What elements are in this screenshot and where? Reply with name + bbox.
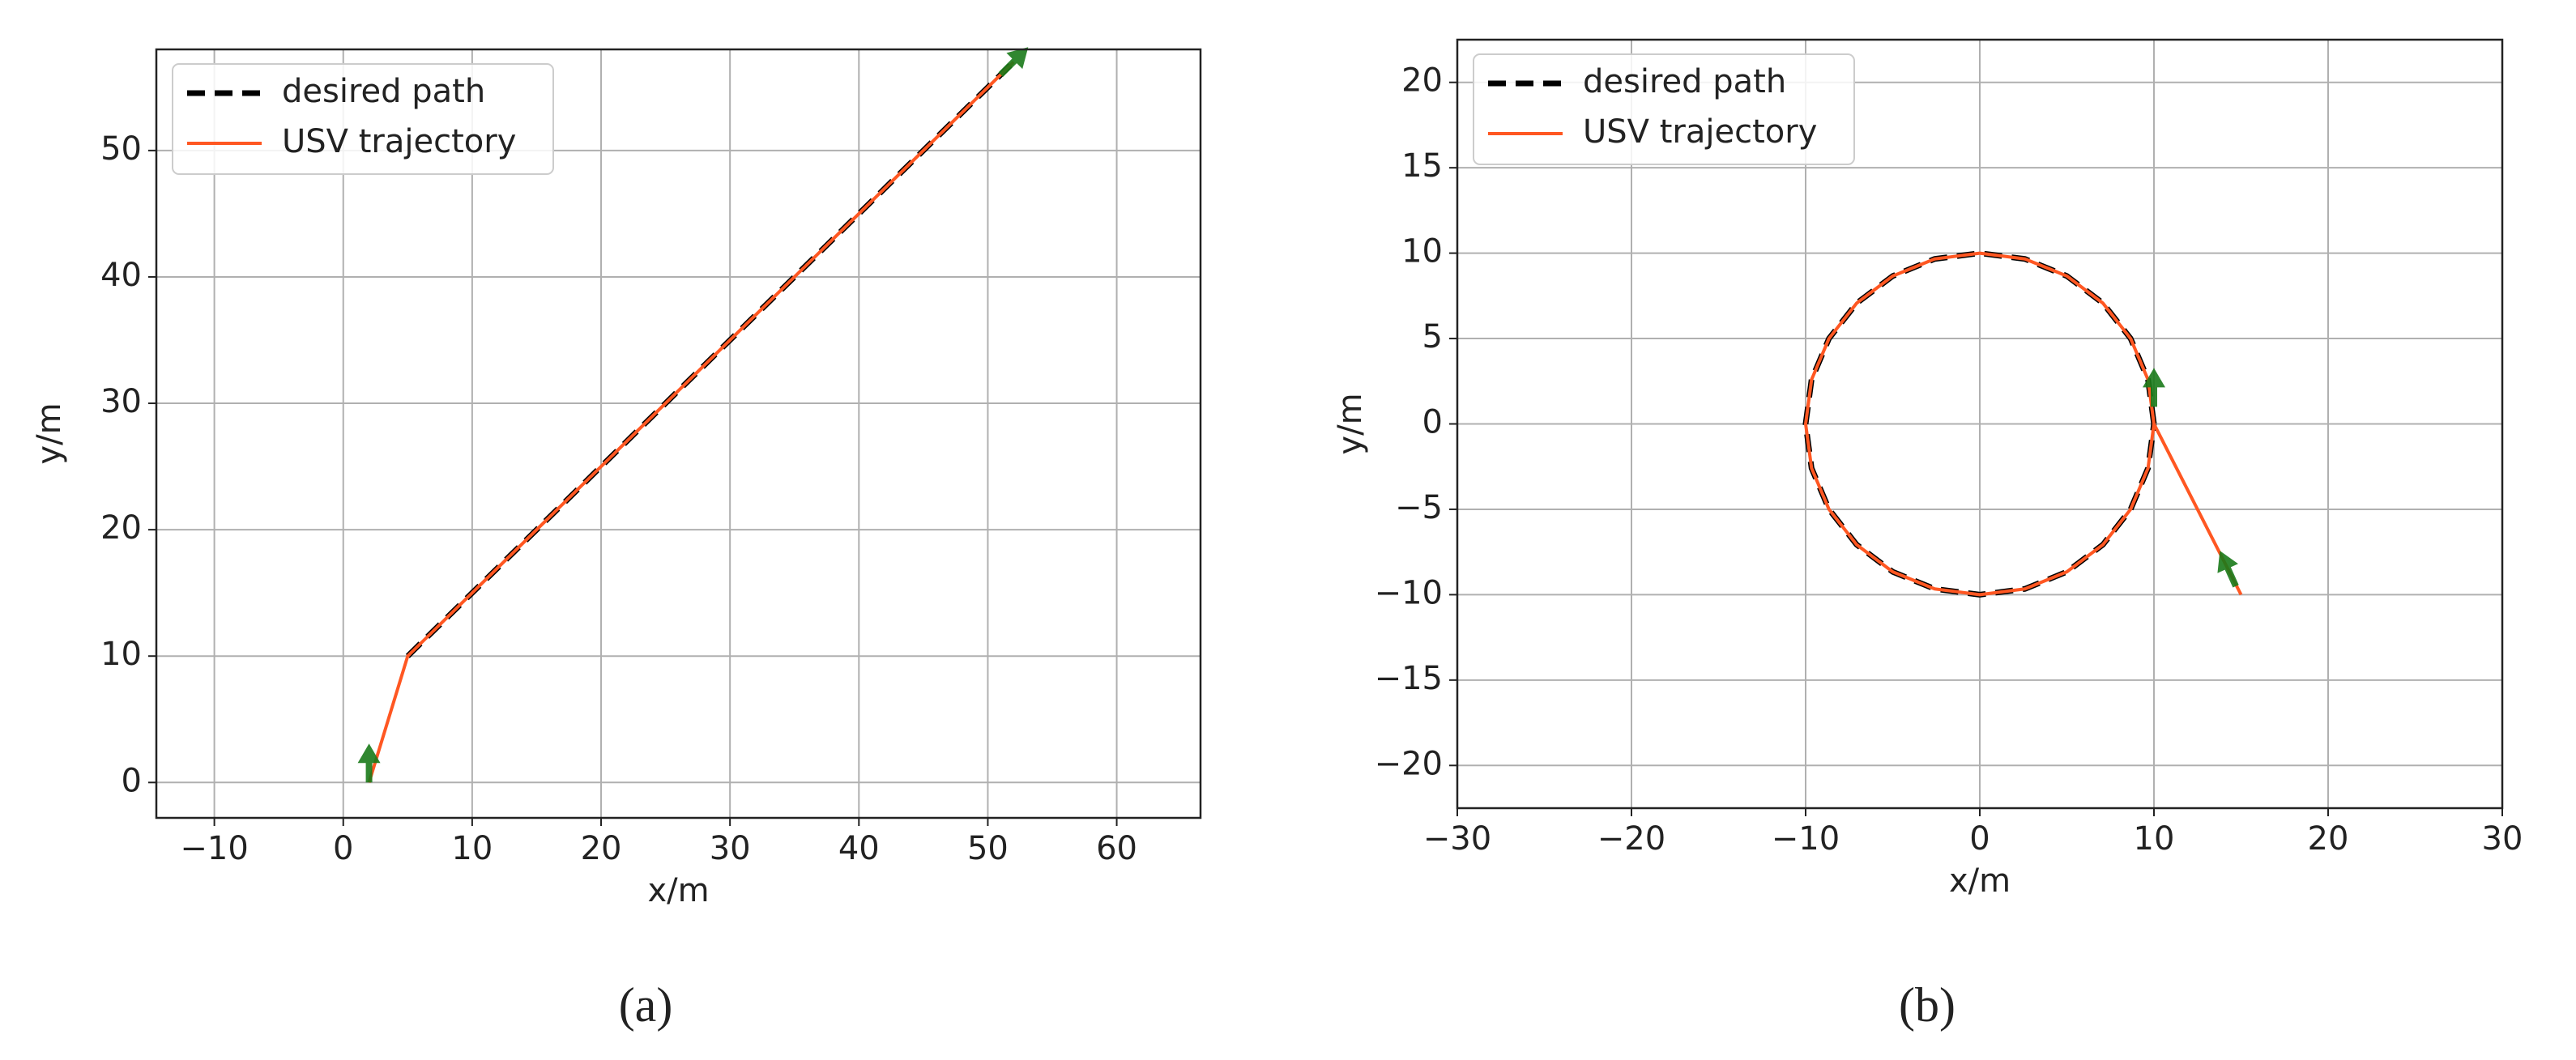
y-tick-label: −10 bbox=[1375, 574, 1443, 611]
y-tick-label: 50 bbox=[100, 130, 142, 168]
y-tick-label: 20 bbox=[1401, 62, 1443, 100]
y-tick-label: 20 bbox=[100, 509, 142, 547]
plot-frame bbox=[155, 48, 1202, 819]
arrow bbox=[357, 743, 381, 783]
x-tick-label: −20 bbox=[1597, 820, 1665, 858]
y-tick-label: 0 bbox=[1422, 404, 1443, 441]
y-tick-label: −20 bbox=[1375, 745, 1443, 782]
plot-area bbox=[156, 49, 1201, 818]
y-axis-label: y/m bbox=[31, 402, 68, 464]
x-tick-label: 50 bbox=[967, 830, 1009, 867]
legend: desired path USV trajectory bbox=[1473, 53, 1855, 165]
x-tick-label: 0 bbox=[333, 830, 353, 867]
chart-panel: −10 0 10 20 30 40 50 60 0 10 20 30 40 50 x/m y/m desired… bbox=[31, 47, 1202, 1032]
x-tick-label: 40 bbox=[838, 830, 880, 867]
y-tick-label: 5 bbox=[1422, 318, 1443, 355]
y-tick-label: 0 bbox=[122, 762, 142, 799]
x-tick-label: −10 bbox=[1772, 820, 1840, 858]
y-tick-label: −15 bbox=[1375, 660, 1443, 697]
y-axis-label: y/m bbox=[1332, 393, 1369, 454]
legend-box bbox=[1473, 53, 1855, 165]
y-tick-label: 30 bbox=[100, 383, 142, 420]
y-tick-label: 10 bbox=[1401, 233, 1443, 270]
legend-label: USV trajectory bbox=[1583, 113, 1817, 151]
x-tick-label: −10 bbox=[180, 830, 248, 867]
x-tick-label: 10 bbox=[451, 830, 493, 867]
legend-label: desired path bbox=[282, 73, 485, 110]
y-tick-label: −5 bbox=[1395, 489, 1443, 526]
legend: desired path USV trajectory bbox=[172, 63, 554, 175]
chart-panel: −30 −20 −10 0 10 20 30 −20 −15 −10 −5 0 5 10 15 20 x/m y/… bbox=[1332, 38, 2523, 1032]
x-tick-label: 30 bbox=[2482, 820, 2523, 858]
arrow bbox=[2143, 368, 2165, 407]
y-tick-label: 10 bbox=[100, 636, 142, 673]
x-tick-label: −30 bbox=[1423, 820, 1491, 858]
x-tick-label: 20 bbox=[2308, 820, 2349, 858]
x-axis-label: x/m bbox=[647, 872, 709, 909]
x-tick-label: 30 bbox=[710, 830, 751, 867]
plot-frame bbox=[1456, 38, 2504, 810]
x-tick-label: 60 bbox=[1096, 830, 1137, 867]
arrow bbox=[2217, 551, 2239, 588]
y-tick-label: 15 bbox=[1401, 147, 1443, 185]
y-tick-label: 40 bbox=[100, 257, 142, 294]
x-tick-label: 10 bbox=[2134, 820, 2175, 858]
caption: (a) bbox=[619, 978, 673, 1032]
x-axis-label: x/m bbox=[1949, 862, 2011, 900]
legend-label: USV trajectory bbox=[282, 123, 516, 160]
x-tick-label: 20 bbox=[581, 830, 622, 867]
series-line bbox=[1804, 251, 2243, 597]
arrow bbox=[998, 47, 1029, 78]
legend-box bbox=[172, 63, 554, 175]
caption: (b) bbox=[1899, 978, 1955, 1032]
x-tick-label: 0 bbox=[1969, 820, 1990, 858]
series-line bbox=[367, 61, 1015, 783]
legend-label: desired path bbox=[1583, 63, 1786, 100]
